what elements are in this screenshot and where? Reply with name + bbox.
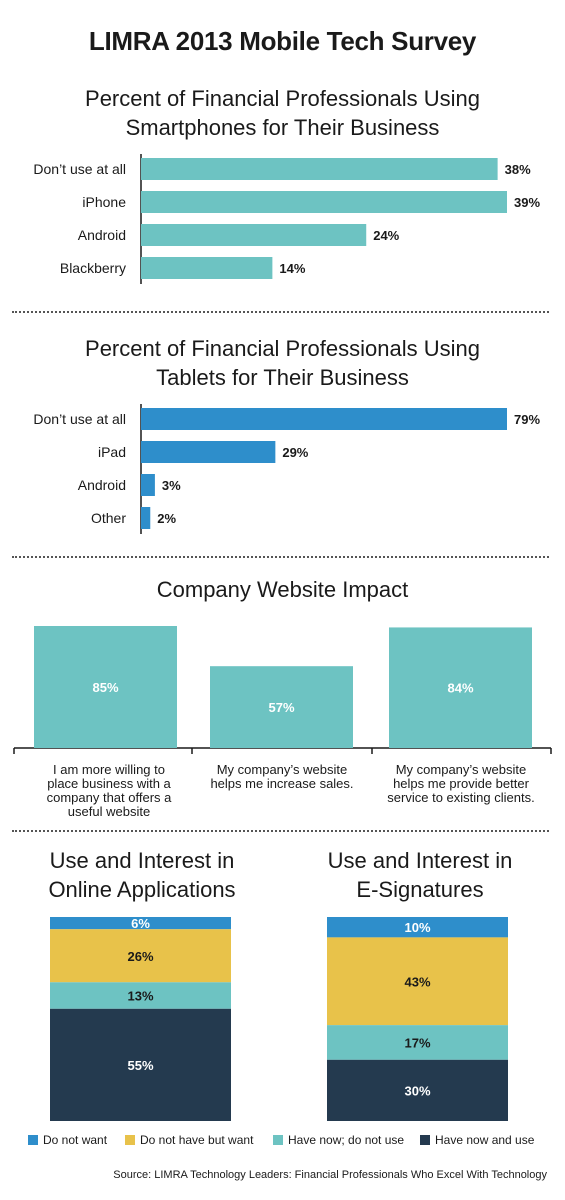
smartphones-bar-chart: Don’t use at all 38% iPhone 39% Android 24% Bl… xyxy=(33,154,540,284)
data-label: 55% xyxy=(127,1058,153,1073)
smartphones-title-line-1: Percent of Financial Professionals Using xyxy=(85,86,480,111)
online-applications-title: Use and Interest in Online Applications xyxy=(2,846,282,904)
legend-swatch xyxy=(28,1135,38,1145)
caption-line: My company’s website xyxy=(395,762,527,777)
bar xyxy=(141,158,498,180)
bar xyxy=(141,191,507,213)
legend-swatch xyxy=(420,1135,430,1145)
data-label: 14% xyxy=(279,261,305,276)
legend-item-do-not-want: Do not want xyxy=(28,1133,107,1147)
section-divider xyxy=(12,830,549,832)
smartphones-chart-title: Percent of Financial Professionals Using… xyxy=(0,84,565,142)
tablets-bar-chart: Don’t use at all 79% iPad 29% Android 3% Other… xyxy=(33,404,540,534)
data-label: 17% xyxy=(404,1035,430,1050)
legend-item-have-now-do-not-use: Have now; do not use xyxy=(273,1133,404,1147)
caption-line: useful website xyxy=(67,804,151,819)
data-label: 57% xyxy=(268,700,294,715)
data-label: 26% xyxy=(127,949,153,964)
data-label: 30% xyxy=(404,1083,430,1098)
legend-swatch xyxy=(273,1135,283,1145)
website-caption-3: My company’s website helps me provide be… xyxy=(376,763,546,805)
category-label: Don’t use at all xyxy=(33,411,126,427)
data-label: 85% xyxy=(92,680,118,695)
category-label: Other xyxy=(91,510,126,526)
data-label: 6% xyxy=(131,916,150,931)
esig-title-line-1: Use and Interest in xyxy=(327,848,513,873)
esig-title-line-2: E-Signatures xyxy=(356,877,484,902)
stack-segment xyxy=(327,937,508,1026)
bar xyxy=(34,626,177,748)
tablets-title-line-2: Tablets for Their Business xyxy=(156,365,409,390)
website-impact-bar-chart: 85% 57% 84% xyxy=(13,626,552,754)
caption-line: helps me provide better xyxy=(393,776,529,791)
data-label: 13% xyxy=(127,989,153,1004)
category-label: iPhone xyxy=(82,194,126,210)
stack-segment xyxy=(50,982,231,1009)
bar xyxy=(141,507,151,529)
bar xyxy=(141,408,507,430)
category-label: Android xyxy=(78,227,126,243)
data-label: 84% xyxy=(447,681,473,696)
bar xyxy=(141,474,155,496)
legend-item-have-now-and-use: Have now and use xyxy=(420,1133,534,1147)
tablets-chart-title: Percent of Financial Professionals Using… xyxy=(0,334,565,392)
online-apps-title-line-2: Online Applications xyxy=(48,877,236,902)
data-label: 38% xyxy=(505,162,531,177)
stack-segment xyxy=(327,1025,508,1060)
stack-segment xyxy=(50,929,231,983)
data-label: 2% xyxy=(157,511,176,526)
legend-label: Do not have but want xyxy=(140,1133,254,1147)
caption-line: service to existing clients. xyxy=(387,790,535,805)
stack-segment xyxy=(50,1008,231,1121)
bar xyxy=(210,666,353,748)
bar xyxy=(389,627,532,748)
e-signatures-title: Use and Interest in E-Signatures xyxy=(280,846,560,904)
legend-label: Have now; do not use xyxy=(288,1133,405,1147)
website-caption-1: I am more willing to place business with… xyxy=(26,763,192,819)
section-divider xyxy=(12,556,549,558)
legend-item-do-not-have-but-want: Do not have but want xyxy=(125,1133,253,1147)
data-label: 3% xyxy=(162,478,181,493)
bar xyxy=(141,441,276,463)
stack-segment xyxy=(50,917,231,930)
stacked-bar-charts: 6% 26% 13% 55% 10% 43% 17% 30% xyxy=(50,916,508,1121)
category-label: Android xyxy=(78,477,126,493)
legend: Do not want Do not have but want Have no… xyxy=(28,1133,548,1151)
data-label: 24% xyxy=(373,228,399,243)
category-label: Blackberry xyxy=(60,260,126,276)
website-caption-2: My company’s website helps me increase s… xyxy=(199,763,365,791)
page-title: LIMRA 2013 Mobile Tech Survey xyxy=(88,26,477,56)
data-label: 29% xyxy=(282,445,308,460)
caption-line: My company’s website xyxy=(216,762,348,777)
data-label: 79% xyxy=(514,412,540,427)
stack-segment xyxy=(327,917,508,938)
data-label: 43% xyxy=(404,974,430,989)
tablets-title-line-1: Percent of Financial Professionals Using xyxy=(85,336,480,361)
source-note: Source: LIMRA Technology Leaders: Financ… xyxy=(113,1169,547,1181)
smartphones-title-line-2: Smartphones for Their Business xyxy=(125,115,440,140)
legend-label: Do not want xyxy=(43,1133,108,1147)
data-label: 10% xyxy=(404,920,430,935)
stack-segment xyxy=(327,1059,508,1121)
legend-label: Have now and use xyxy=(435,1133,535,1147)
caption-line: place business with a xyxy=(47,776,171,791)
online-apps-title-line-1: Use and Interest in xyxy=(49,848,235,873)
caption-line: I am more willing to xyxy=(53,762,165,777)
caption-line: company that offers a xyxy=(46,790,172,805)
data-label: 39% xyxy=(514,195,540,210)
website-impact-title: Company Website Impact xyxy=(156,577,409,602)
bar xyxy=(141,224,367,246)
legend-swatch xyxy=(125,1135,135,1145)
section-divider xyxy=(12,311,549,313)
category-label: iPad xyxy=(98,444,126,460)
bar xyxy=(141,257,273,279)
caption-line: helps me increase sales. xyxy=(210,776,354,791)
category-label: Don’t use at all xyxy=(33,161,126,177)
